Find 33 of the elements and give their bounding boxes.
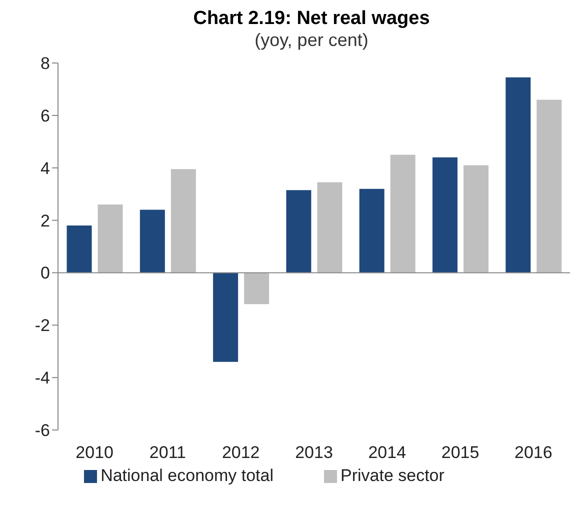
bar (98, 204, 123, 273)
y-tick-label: 4 (40, 158, 50, 178)
bar (390, 154, 416, 273)
bar (140, 210, 165, 273)
y-tick-label: 0 (40, 264, 50, 283)
x-tick-label: 2012 (222, 443, 260, 462)
x-tick-label: 2015 (441, 443, 480, 462)
bar (536, 100, 562, 273)
y-tick-label: 2 (40, 211, 50, 230)
y-tick-label: -2 (34, 316, 50, 336)
y-tick-label: 6 (40, 106, 50, 126)
x-tick-label: 2011 (149, 443, 186, 462)
bar (286, 190, 312, 273)
legend-label: Private sector (340, 466, 444, 485)
chart-title: Chart 2.19: Net real wages (192, 8, 431, 30)
y-tick-label: -4 (34, 368, 50, 388)
x-tick-label: 2010 (76, 443, 114, 462)
x-tick-label: 2013 (295, 443, 333, 462)
legend-label: National economy total (100, 466, 274, 485)
bar (432, 157, 458, 273)
bar (463, 165, 488, 273)
bar (66, 226, 92, 273)
bar (244, 272, 270, 304)
x-tick-label: 2014 (368, 443, 406, 462)
chart-subtitle: (yoy, per cent) (254, 30, 370, 51)
bar (170, 169, 196, 273)
bar (359, 188, 384, 273)
y-tick-label: 8 (40, 54, 50, 74)
bar (506, 77, 531, 273)
y-tick-label: -6 (34, 421, 50, 440)
bar (213, 272, 238, 362)
bar (317, 182, 342, 273)
x-tick-label: 2016 (514, 443, 552, 462)
